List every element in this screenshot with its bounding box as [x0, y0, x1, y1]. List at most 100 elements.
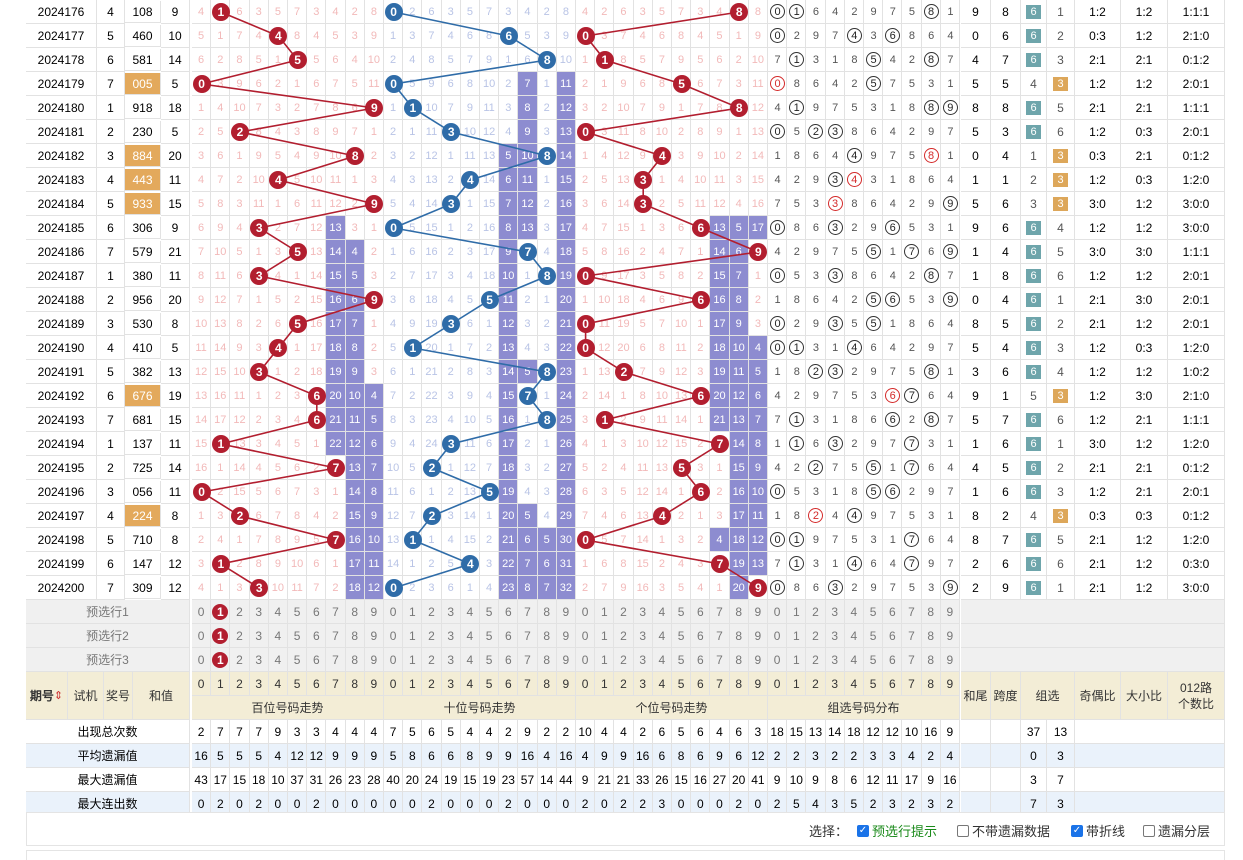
preselect-digit-label[interactable]: 5 [485, 652, 493, 667]
preselect-digit-label[interactable]: 8 [927, 652, 935, 667]
preselect-digit-label[interactable]: 5 [293, 604, 301, 619]
preselect-digit-label[interactable]: 2 [236, 628, 243, 643]
preselect-digit-label[interactable]: 3 [447, 628, 455, 643]
preselect-digit-label[interactable]: 1 [212, 627, 229, 644]
preselect-digit-label[interactable]: 9 [754, 652, 762, 667]
preselect-digit-label[interactable]: 5 [485, 604, 493, 619]
preselect-digit-label[interactable]: 4 [658, 604, 666, 619]
preselect-digit-label[interactable]: 8 [351, 604, 359, 619]
preselect-digit-label[interactable]: 2 [812, 604, 819, 619]
preselect-digit-label[interactable]: 4 [274, 652, 282, 667]
preselect-digit-label[interactable]: 1 [600, 652, 608, 667]
preselect-digit-label[interactable]: 8 [351, 628, 359, 643]
preselect-digit-label[interactable]: 6 [504, 604, 512, 619]
preselect-digit-label[interactable]: 7 [716, 652, 723, 667]
preselect-digit-label[interactable]: 2 [236, 604, 243, 619]
preselect-digit-label[interactable]: 7 [716, 604, 723, 619]
preselect-digit-label[interactable]: 7 [524, 604, 531, 619]
preselect-digit-label[interactable]: 9 [562, 652, 570, 667]
preselect-digit-label[interactable]: 0 [197, 628, 205, 643]
preselect-digit-label[interactable]: 0 [581, 628, 589, 643]
preselect-digit-label[interactable]: 9 [946, 628, 954, 643]
preselect-digit-label[interactable]: 6 [312, 652, 320, 667]
preselect-digit-label[interactable]: 9 [946, 652, 954, 667]
preselect-digit-label[interactable]: 3 [255, 628, 263, 643]
sort-arrows-icon[interactable]: ⇕ [53, 690, 64, 702]
preselect-digit-label[interactable]: 6 [696, 604, 704, 619]
preselect-digit-label[interactable]: 0 [389, 628, 397, 643]
preselect-digit-label[interactable]: 8 [735, 604, 743, 619]
preselect-digit-label[interactable]: 2 [428, 604, 435, 619]
preselect-digit-label[interactable]: 3 [831, 652, 839, 667]
preselect-digit-label[interactable]: 7 [524, 652, 531, 667]
preselect-digit-label[interactable]: 8 [351, 652, 359, 667]
preselect-digit-label[interactable]: 8 [543, 604, 551, 619]
preselect-digit-label[interactable]: 0 [773, 652, 781, 667]
preselect-digit-label[interactable]: 8 [735, 628, 743, 643]
preselect-digit-label[interactable]: 1 [212, 651, 229, 668]
preselect-digit-label[interactable]: 4 [466, 652, 474, 667]
preselect-digit-label[interactable]: 1 [408, 604, 416, 619]
preselect-digit-label[interactable]: 5 [293, 652, 301, 667]
preselect-digit-label[interactable]: 7 [332, 652, 339, 667]
checkbox-checked-icon[interactable]: ✓ [1071, 824, 1083, 837]
preselect-digit-label[interactable]: 5 [869, 628, 877, 643]
preselect-digit-label[interactable]: 2 [812, 628, 819, 643]
preselect-digit-label[interactable]: 0 [773, 628, 781, 643]
preselect-digit-label[interactable]: 5 [677, 652, 685, 667]
preselect-digit-label[interactable]: 1 [792, 652, 800, 667]
preselect-digit-label[interactable]: 5 [485, 628, 493, 643]
preselect-digit-label[interactable]: 0 [197, 652, 205, 667]
preselect-digit-label[interactable]: 5 [869, 604, 877, 619]
preselect-digit-label[interactable]: 3 [447, 652, 455, 667]
preselect-digit-label[interactable]: 1 [408, 652, 416, 667]
preselect-digit-label[interactable]: 8 [927, 604, 935, 619]
preselect-digit-label[interactable]: 1 [600, 628, 608, 643]
preselect-digit-label[interactable]: 2 [620, 604, 627, 619]
preselect-digit-label[interactable]: 2 [620, 652, 627, 667]
option-with-lines[interactable]: ✓ 带折线 [1071, 821, 1125, 840]
preselect-digit-label[interactable]: 0 [581, 652, 589, 667]
preselect-digit-label[interactable]: 2 [812, 652, 819, 667]
preselect-digit-label[interactable]: 3 [255, 652, 263, 667]
preselect-digit-label[interactable]: 7 [332, 628, 339, 643]
preselect-digit-label[interactable]: 0 [581, 604, 589, 619]
preselect-digit-label[interactable]: 2 [428, 628, 435, 643]
preselect-digit-label[interactable]: 7 [716, 628, 723, 643]
preselect-digit-label[interactable]: 7 [524, 628, 531, 643]
preselect-digit-label[interactable]: 4 [850, 604, 858, 619]
preselect-digit-label[interactable]: 4 [274, 604, 282, 619]
preselect-digit-label[interactable]: 3 [639, 652, 647, 667]
preselect-digit-label[interactable]: 5 [677, 628, 685, 643]
preselect-digit-label[interactable]: 3 [639, 604, 647, 619]
preselect-digit-label[interactable]: 0 [773, 604, 781, 619]
preselect-digit-label[interactable]: 8 [927, 628, 935, 643]
preselect-digit-label[interactable]: 1 [212, 603, 229, 620]
preselect-digit-label[interactable]: 9 [754, 604, 762, 619]
preselect-digit-label[interactable]: 7 [332, 604, 339, 619]
preselect-digit-label[interactable]: 7 [908, 604, 915, 619]
preselect-digit-label[interactable]: 2 [620, 628, 627, 643]
issue-header-label[interactable]: 期号 [29, 689, 54, 703]
preselect-digit-label[interactable]: 6 [504, 628, 512, 643]
preselect-digit-label[interactable]: 6 [888, 628, 896, 643]
preselect-digit-label[interactable]: 2 [236, 652, 243, 667]
preselect-digit-label[interactable]: 6 [504, 652, 512, 667]
option-no-miss[interactable]: 不带遗漏数据 [957, 821, 1050, 840]
preselect-digit-label[interactable]: 9 [370, 628, 378, 643]
preselect-digit-label[interactable]: 7 [908, 652, 915, 667]
option-preselect-hint[interactable]: ✓ 预选行提示 [857, 821, 937, 840]
preselect-digit-label[interactable]: 6 [312, 604, 320, 619]
preselect-digit-label[interactable]: 1 [600, 604, 608, 619]
preselect-digit-label[interactable]: 9 [370, 652, 378, 667]
preselect-digit-label[interactable]: 4 [466, 628, 474, 643]
preselect-digit-label[interactable]: 8 [543, 652, 551, 667]
preselect-digit-label[interactable]: 4 [466, 604, 474, 619]
preselect-digit-label[interactable]: 3 [831, 604, 839, 619]
checkbox-checked-icon[interactable]: ✓ [857, 824, 869, 837]
preselect-digit-label[interactable]: 8 [735, 652, 743, 667]
preselect-digit-label[interactable]: 9 [754, 628, 762, 643]
preselect-digit-label[interactable]: 0 [389, 604, 397, 619]
preselect-digit-label[interactable]: 6 [696, 652, 704, 667]
preselect-digit-label[interactable]: 4 [658, 628, 666, 643]
